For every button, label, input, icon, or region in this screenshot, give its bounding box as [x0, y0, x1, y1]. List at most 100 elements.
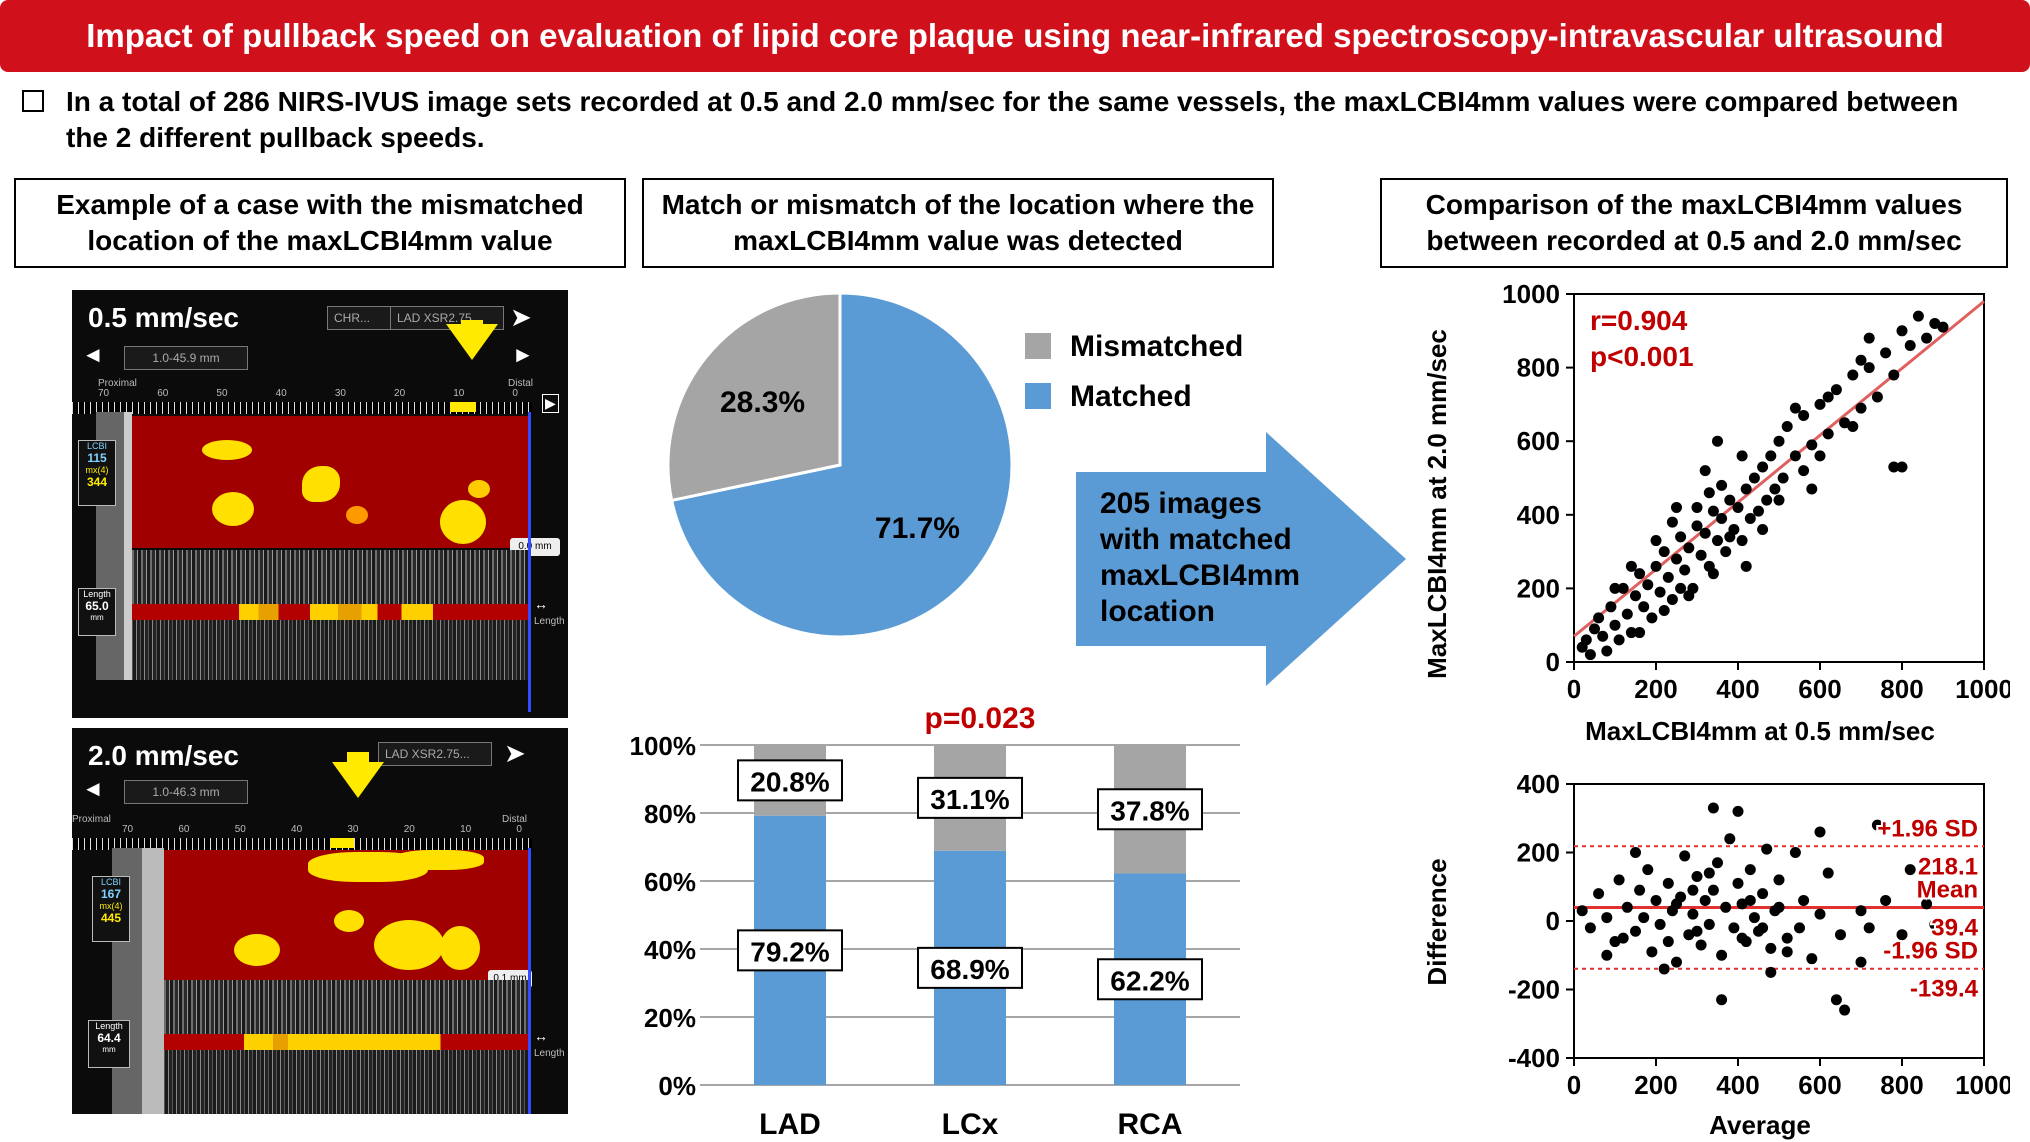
ba-point	[1789, 847, 1801, 858]
bar-label-box	[737, 929, 843, 972]
x-tick-label: 0	[1567, 1070, 1581, 1100]
scatter-point	[1814, 450, 1826, 462]
length-side-label: Length	[534, 1048, 565, 1059]
right-arrow-icon[interactable]: ►	[512, 342, 534, 367]
next-arrow-icon[interactable]: ➤	[504, 738, 526, 768]
ba-point	[1839, 1004, 1851, 1016]
lcbi-box: LCBI 167 mx(4) 445	[92, 876, 130, 942]
mx-value: 445	[100, 911, 122, 925]
pie-slice-mismatched	[666, 291, 842, 503]
scatter-ylabel: MaxLCBI4mm at 2.0 mm/sec	[1422, 329, 1452, 679]
measure-icon[interactable]: ↔	[534, 596, 548, 612]
ba-point	[1716, 994, 1728, 1006]
ba-ylabel: Difference	[1422, 858, 1452, 985]
length-box: Length 64.4 mm	[88, 1020, 130, 1068]
x-tick-label: 1000	[1955, 1070, 2010, 1100]
scatter-point	[1720, 546, 1732, 558]
scatter-point	[1707, 568, 1719, 580]
x-tick-label: 400	[1716, 1070, 1759, 1100]
scatter-point	[1662, 571, 1674, 583]
ba-point	[1720, 901, 1732, 913]
pie-slice-label: 28.3%	[720, 386, 805, 419]
distance-scale: 70 60 50 40 30 20 10 0	[98, 388, 518, 399]
x-category-label: LAD	[759, 1108, 821, 1141]
scatter-point	[1646, 612, 1658, 624]
ba-point	[1634, 884, 1646, 896]
ba-point	[1736, 932, 1748, 944]
lcbi-label: LCBI	[100, 877, 121, 887]
mx-label: mx(4)	[99, 901, 123, 911]
scatter-point	[1617, 582, 1629, 594]
longitudinal-ivus-upper	[164, 980, 528, 1034]
ivus-panel-1: 0.5 mm/sec CHR... LAD XSR2.75... ➤ ◄ 1.0…	[72, 290, 568, 718]
scatter-point	[1937, 321, 1949, 333]
regression-line	[1573, 300, 1985, 638]
ba-point	[1679, 850, 1691, 862]
y-tick-label: 400	[1517, 500, 1560, 530]
scale-tick: 40	[291, 824, 303, 835]
longitudinal-ivus-upper	[132, 550, 528, 604]
scale-ruler	[72, 402, 532, 414]
ba-point	[1662, 877, 1674, 889]
ba-point	[1584, 922, 1596, 934]
scatter-point	[1798, 409, 1810, 421]
scatter-point	[1781, 420, 1793, 432]
ba-point	[1781, 932, 1793, 944]
left-arrow-icon[interactable]: ◄	[82, 776, 104, 801]
yellow-arrow-icon	[332, 762, 384, 798]
scatter-point	[1695, 549, 1707, 561]
ba-point	[1732, 805, 1744, 817]
x-tick-label: 1000	[1955, 674, 2010, 704]
ba-point	[1671, 956, 1682, 968]
scatter-xlabel: MaxLCBI4mm at 0.5 mm/sec	[1585, 716, 1935, 746]
scatter-point	[1634, 568, 1646, 580]
ivus-tag-chip: CHR...	[327, 306, 391, 330]
ba-point	[1806, 953, 1818, 965]
ba-point	[1761, 843, 1773, 855]
legend-label-mismatched: Mismatched	[1070, 330, 1243, 363]
x-tick-label: 400	[1716, 674, 1759, 704]
scatter-point	[1707, 505, 1719, 517]
scatter-point	[1683, 542, 1695, 554]
ba-point	[1687, 908, 1699, 920]
next-arrow-icon[interactable]: ➤	[510, 302, 532, 332]
ba-point	[1757, 888, 1769, 900]
scatter-point	[1691, 501, 1703, 513]
scale-tick: 60	[178, 824, 190, 835]
ba-point	[1650, 894, 1662, 906]
left-arrow-icon[interactable]: ◄	[82, 342, 104, 367]
scatter-point	[1765, 450, 1777, 462]
x-category-label: LCx	[942, 1108, 999, 1141]
length-value: 64.4	[97, 1031, 121, 1045]
expand-icon[interactable]: ▶	[542, 394, 559, 413]
ba-point	[1855, 905, 1867, 917]
bar-data-label: 20.8%	[750, 766, 829, 797]
lcbi-label: LCBI	[86, 441, 107, 451]
block-chemogram	[132, 604, 528, 620]
reference-line-value: 39.4	[1931, 915, 1978, 942]
ba-point	[1835, 929, 1846, 941]
scatter-point	[1601, 645, 1613, 657]
ba-point	[1621, 901, 1633, 913]
scatter-point	[1650, 560, 1662, 572]
pie-chart: 28.3% 71.7% Mismatched Matched	[666, 291, 1243, 639]
scatter-point	[1609, 582, 1621, 594]
scatter-point	[1806, 483, 1818, 495]
measure-icon[interactable]: ↔	[534, 1028, 548, 1044]
reference-line-label: +1.96 SD	[1877, 815, 1978, 842]
distance-scale: 70 60 50 40 30 20 10 0	[122, 824, 522, 835]
y-tick-label: 60%	[644, 867, 696, 897]
scatter-point	[1675, 531, 1687, 543]
scatter-point	[1896, 325, 1908, 337]
scatter-point	[1699, 465, 1711, 477]
cursor-line[interactable]	[528, 412, 531, 712]
scale-tick: 20	[403, 824, 415, 835]
scatter-point	[1712, 535, 1723, 547]
y-tick-label: 1000	[1502, 280, 1560, 309]
scatter-point	[1716, 512, 1728, 524]
scatter-point	[1773, 494, 1785, 506]
scatter-point	[1621, 608, 1633, 620]
scatter-point	[1584, 649, 1596, 661]
cursor-line[interactable]	[528, 848, 531, 1114]
scatter-point	[1724, 531, 1736, 543]
